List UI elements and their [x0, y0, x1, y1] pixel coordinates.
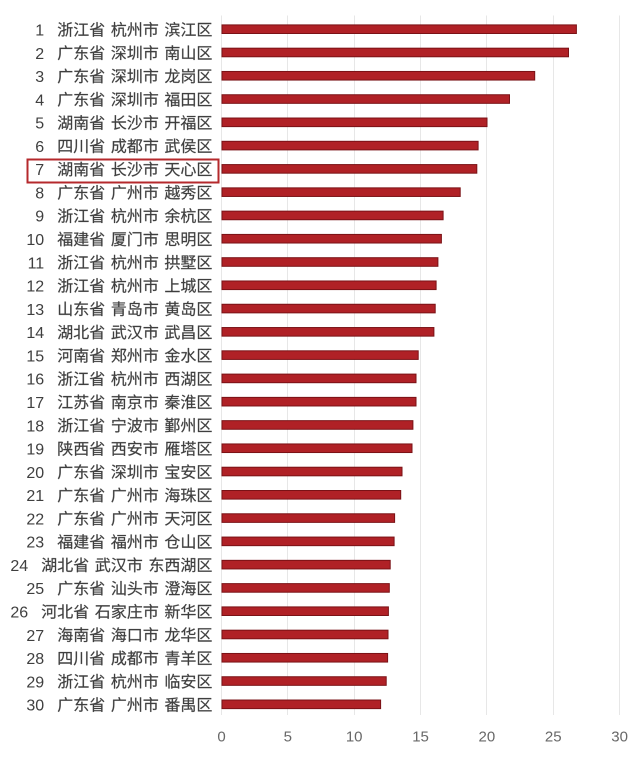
svg-text:4: 4 — [35, 92, 44, 109]
svg-text:20: 20 — [26, 465, 44, 482]
svg-text:13: 13 — [26, 302, 44, 319]
svg-text:20: 20 — [479, 729, 496, 746]
svg-text:27: 27 — [26, 628, 44, 645]
svg-text:18: 18 — [26, 418, 44, 435]
svg-text:7: 7 — [35, 162, 44, 179]
svg-text:28: 28 — [26, 651, 44, 668]
svg-text:16: 16 — [26, 372, 44, 389]
svg-text:0: 0 — [217, 729, 225, 746]
svg-text:17: 17 — [26, 395, 44, 412]
svg-text:11: 11 — [28, 255, 45, 272]
svg-text:22: 22 — [26, 511, 44, 528]
svg-text:24: 24 — [10, 558, 28, 575]
svg-text:21: 21 — [26, 488, 44, 505]
svg-text:10: 10 — [346, 729, 363, 746]
svg-text:19: 19 — [26, 442, 44, 459]
svg-text:5: 5 — [35, 116, 44, 133]
svg-text:14: 14 — [26, 325, 44, 342]
svg-text:5: 5 — [284, 729, 292, 746]
svg-text:30: 30 — [611, 729, 628, 746]
svg-text:29: 29 — [26, 674, 44, 691]
svg-text:1: 1 — [35, 23, 44, 40]
svg-text:2: 2 — [35, 46, 44, 63]
svg-text:3: 3 — [35, 69, 44, 86]
svg-text:15: 15 — [26, 348, 44, 365]
svg-text:8: 8 — [35, 185, 44, 202]
svg-text:30: 30 — [26, 698, 44, 715]
svg-text:15: 15 — [412, 729, 429, 746]
svg-text:9: 9 — [35, 209, 44, 226]
svg-text:10: 10 — [26, 232, 44, 249]
svg-text:12: 12 — [26, 279, 44, 296]
svg-text:26: 26 — [10, 605, 28, 622]
svg-text:25: 25 — [545, 729, 562, 746]
svg-text:23: 23 — [26, 535, 44, 552]
svg-text:25: 25 — [26, 581, 44, 598]
svg-text:6: 6 — [35, 139, 44, 156]
